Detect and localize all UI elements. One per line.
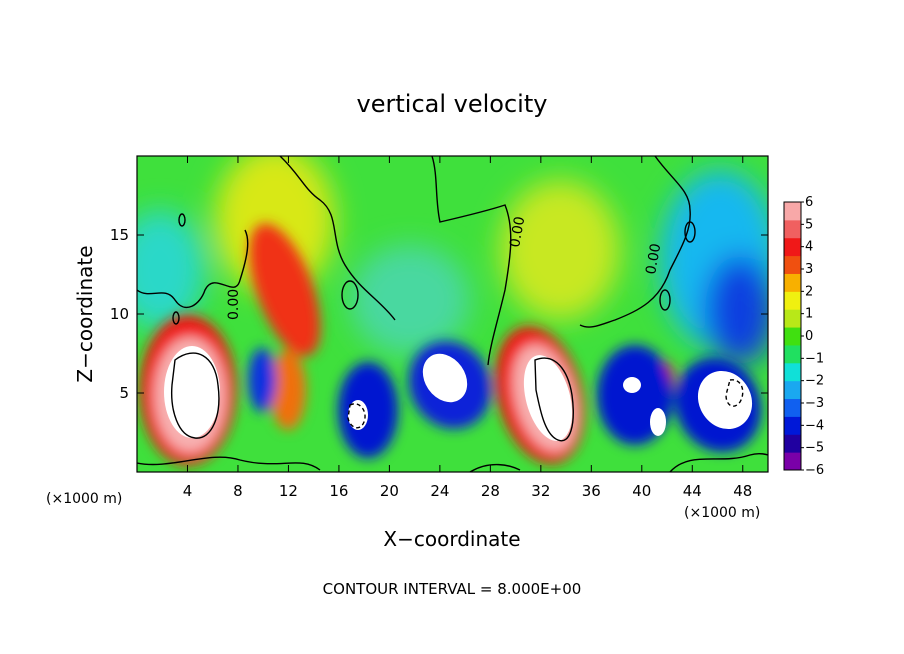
y-axis-title: Z−coordinate — [73, 245, 97, 382]
contour-zero-bottom — [137, 452, 768, 472]
blue-zone-upper-right — [705, 255, 768, 365]
x-axis: 4 8 12 16 20 24 28 32 36 40 44 48 — [183, 156, 752, 500]
x-tick-label: 28 — [481, 482, 500, 500]
y-unit-label: (×1000 m) — [46, 491, 122, 507]
colorbar-tick-label: −4 — [805, 418, 824, 433]
x-tick-label: 4 — [183, 482, 193, 500]
colorbar-tick-label: −1 — [805, 351, 824, 366]
contour-label-mid: 0.00 — [507, 215, 528, 248]
colorbar-swatch — [784, 219, 801, 239]
colorbar-swatch — [784, 273, 801, 292]
cyan-zone-left — [137, 210, 205, 330]
y-axis: 5 10 15 — [110, 226, 768, 402]
x-tick-label: 24 — [430, 482, 449, 500]
x-unit-label: (×1000 m) — [684, 505, 760, 521]
red-plume-left — [249, 223, 321, 357]
colorbar-tick-label: −5 — [805, 441, 824, 456]
colorbar-swatch — [784, 452, 801, 471]
contour-small-ring-4 — [684, 221, 696, 243]
downdraft-d-white — [623, 377, 641, 393]
colorbar-swatch — [784, 398, 801, 417]
colorbar-tick-label: 4 — [805, 240, 813, 255]
y-tick-label: 10 — [110, 305, 129, 323]
x-tick-label: 16 — [329, 482, 348, 500]
contour-zero-right — [579, 156, 691, 328]
colorbar-tick-label: −6 — [805, 463, 824, 478]
colorbar-tick-label: 2 — [805, 284, 813, 299]
downdraft-a-outer — [248, 348, 276, 412]
colorbar-swatch — [784, 255, 801, 274]
x-tick-label: 44 — [683, 482, 702, 500]
colorbar-tick-label: 3 — [805, 262, 813, 277]
x-tick-label: 20 — [380, 482, 399, 500]
colorbar: 6 5 4 3 2 1 0 −1 −2 −3 −4 −5 −6 — [783, 195, 824, 478]
contour-label-left: 0.00 — [226, 289, 242, 320]
contour-label-right: 0.00 — [643, 242, 664, 275]
contour-small-ring-2 — [178, 213, 186, 227]
colorbar-swatch — [784, 434, 801, 453]
x-tick-label: 32 — [531, 482, 550, 500]
chart-title: vertical velocity — [357, 90, 548, 118]
colorbar-swatch — [784, 344, 801, 364]
colorbar-swatch — [784, 291, 801, 310]
field-cores — [164, 346, 753, 441]
x-tick-label: 40 — [632, 482, 651, 500]
y-tick-label: 15 — [110, 226, 129, 244]
colorbar-swatch — [784, 327, 801, 346]
colorbar-swatch — [784, 362, 801, 382]
contour-small-ring-3 — [659, 289, 671, 311]
colorbar-tick-label: 5 — [805, 217, 813, 232]
downdraft-b-white — [348, 400, 368, 430]
yellow-plume-mid — [500, 180, 620, 320]
contour-interval-footer: CONTOUR INTERVAL = 8.000E+00 — [323, 580, 582, 598]
contour-zero-plume — [431, 156, 512, 366]
updraft-left-white — [164, 346, 220, 438]
x-tick-label: 8 — [233, 482, 243, 500]
colorbar-tick-label: −3 — [805, 396, 824, 411]
y-tick-label: 5 — [119, 384, 129, 402]
downdraft-c-white — [422, 353, 468, 403]
contour-updraft-left-core — [171, 352, 220, 439]
contour-zero-top-left — [279, 156, 396, 321]
plot-area: 0.00 0.00 0.00 — [137, 156, 768, 472]
colorbar-swatch — [784, 309, 801, 328]
x-axis-title: X−coordinate — [383, 527, 520, 551]
colorbar-tick-label: 6 — [805, 195, 813, 210]
x-tick-label: 12 — [279, 482, 298, 500]
colorbar-tick-label: 1 — [805, 307, 813, 322]
downdraft-b-outer — [338, 362, 398, 458]
colorbar-tick-label: −2 — [805, 374, 824, 389]
contour-zero-left — [137, 229, 249, 309]
colorbar-swatch — [784, 416, 801, 435]
colorbar-tick-label: 0 — [805, 329, 813, 344]
downdraft-e-white — [697, 370, 753, 430]
x-tick-label: 36 — [582, 482, 601, 500]
cyan-zone-mid — [350, 245, 470, 355]
orange-plume-left — [270, 350, 306, 430]
colorbar-swatch — [784, 237, 801, 257]
colorbar-swatch — [784, 202, 801, 221]
x-tick-label: 48 — [733, 482, 752, 500]
contour-updraft-mid-core — [534, 357, 574, 442]
field-blobs-soft — [137, 156, 768, 365]
contour-small-ring-5 — [172, 311, 180, 325]
colorbar-swatch — [784, 380, 801, 400]
contour-small-ring-1 — [341, 280, 359, 310]
downdraft-d2-white — [650, 408, 666, 436]
contour-downdraft-b — [347, 403, 366, 429]
contour-lines — [137, 156, 768, 472]
contour-downdraft-e — [725, 379, 744, 407]
